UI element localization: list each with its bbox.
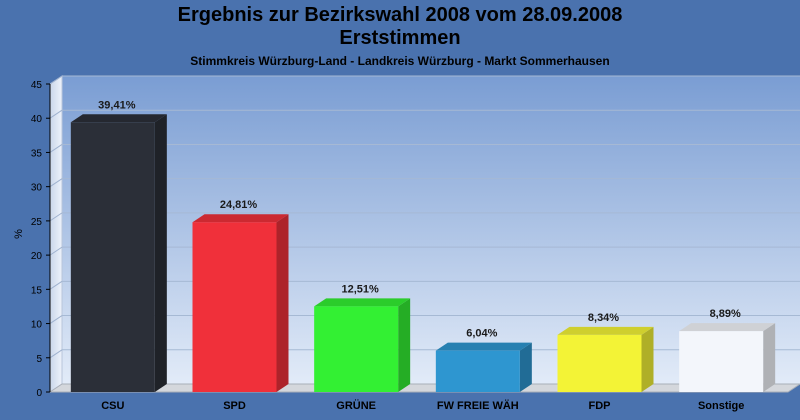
y-tick-label: 20: [31, 251, 43, 262]
plot-back-wall: [62, 76, 800, 384]
bar-fdp: [557, 326, 654, 392]
x-category-label: SPD: [223, 400, 246, 412]
bar-top: [192, 214, 289, 223]
bar-front: [70, 122, 155, 393]
bar-value-label: 6,04%: [466, 328, 497, 340]
bar-gr-ne: [314, 298, 411, 392]
bar-sonstige: [679, 323, 776, 392]
grid-line-diagonal: [49, 144, 63, 153]
x-category-label: GRÜNE: [336, 399, 376, 412]
bar-value-label: 24,81%: [220, 199, 258, 211]
y-tick-label: 5: [36, 354, 42, 365]
y-axis-label: %: [13, 229, 25, 239]
bar-value-label: 8,34%: [588, 312, 619, 324]
bar-front: [435, 350, 520, 392]
grid-line-diagonal: [49, 280, 63, 290]
bar-fw-freie-w-h: [435, 342, 532, 392]
bar-top: [679, 323, 776, 332]
bar-top: [70, 114, 167, 123]
y-tick-label: 25: [31, 217, 43, 228]
bar-top: [435, 342, 532, 351]
y-tick-label: 15: [31, 285, 43, 296]
grid-line-diagonal: [49, 246, 63, 256]
x-category-label: CSU: [101, 400, 124, 412]
bar-top: [557, 326, 654, 335]
y-tick-label: 45: [31, 80, 43, 91]
x-category-label: Sonstige: [698, 400, 744, 412]
bar-value-label: 39,41%: [98, 99, 136, 111]
grid-line-diagonal: [49, 178, 63, 188]
bar-value-label: 8,89%: [710, 308, 741, 320]
y-tick-label: 35: [31, 148, 43, 159]
bar-side: [154, 114, 167, 393]
bar-front: [314, 306, 399, 392]
bar-side: [519, 342, 532, 392]
bar-side: [641, 326, 654, 392]
plot-side-wall: [49, 75, 63, 393]
x-category-label: FW FREIE WÄH: [437, 399, 519, 412]
chart-title-line2: Erststimmen: [339, 27, 461, 49]
y-tick-label: 40: [31, 114, 43, 125]
bar-value-label: 12,51%: [342, 283, 380, 295]
grid-line-diagonal: [49, 75, 63, 85]
bar-top: [314, 298, 411, 307]
bar-side: [276, 214, 289, 392]
grid-line-diagonal: [49, 349, 63, 359]
bar-front: [679, 331, 764, 392]
bar-side: [398, 298, 411, 392]
bar-spd: [192, 214, 289, 392]
y-tick-label: 10: [31, 320, 43, 331]
chart-subtitle: Stimmkreis Würzburg-Land - Landkreis Wür…: [190, 54, 610, 68]
y-tick-label: 0: [36, 388, 42, 399]
bar-csu: [70, 114, 167, 393]
chart-title: Ergebnis zur Bezirkswahl 2008 vom 28.09.…: [177, 4, 623, 26]
bar-front: [192, 222, 277, 392]
x-category-label: FDP: [589, 400, 611, 412]
y-tick-label: 30: [31, 183, 43, 194]
bar-side: [763, 323, 776, 392]
grid-line-diagonal: [49, 212, 63, 222]
grid-line-diagonal: [49, 315, 63, 324]
grid-line-diagonal: [49, 109, 63, 119]
bar-front: [557, 334, 642, 392]
